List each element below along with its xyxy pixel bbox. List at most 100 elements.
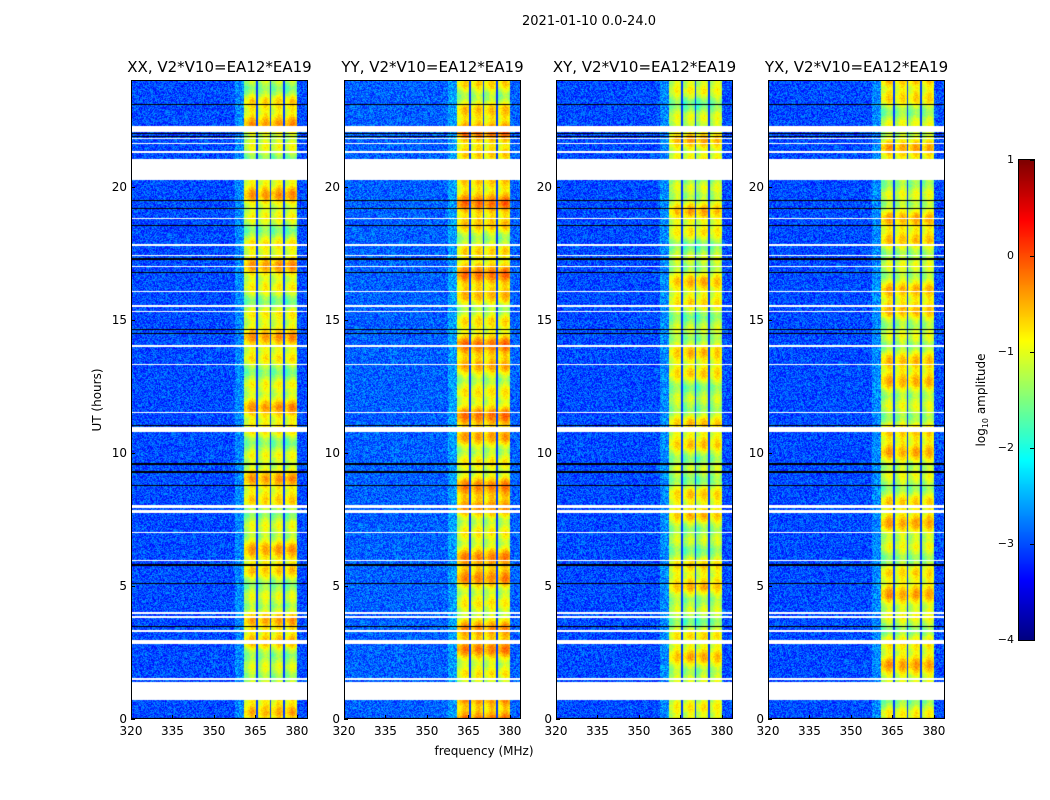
colorbar-tick bbox=[1030, 256, 1034, 257]
x-tick-mark bbox=[426, 715, 428, 719]
x-tick-mark bbox=[768, 715, 769, 719]
x-tick-mark bbox=[468, 715, 470, 719]
y-tick-label: 0 bbox=[119, 712, 127, 726]
x-tick-label: 365 bbox=[669, 724, 692, 738]
x-tick-label: 350 bbox=[202, 724, 226, 738]
x-tick-mark bbox=[556, 715, 557, 719]
y-tick-label: 20 bbox=[748, 179, 764, 194]
y-tick-mark bbox=[344, 585, 348, 587]
colorbar-tick-label: 0 bbox=[1007, 249, 1014, 262]
x-tick-label: 335 bbox=[374, 724, 397, 738]
x-tick-label: 335 bbox=[798, 724, 821, 738]
y-tick-label: 20 bbox=[536, 179, 552, 194]
x-tick-mark bbox=[344, 715, 345, 719]
x-tick-label: 350 bbox=[627, 724, 651, 738]
y-tick-mark bbox=[556, 719, 560, 720]
colorbar-tick bbox=[1030, 640, 1034, 641]
y-tick-mark bbox=[344, 319, 348, 321]
x-axis-label: frequency (MHz) bbox=[434, 744, 534, 758]
x-tick-label: 380 bbox=[285, 724, 309, 738]
colorbar-tick-label: 1 bbox=[1007, 153, 1014, 166]
x-tick-mark bbox=[933, 715, 935, 719]
y-tick-mark bbox=[344, 719, 348, 720]
x-tick-label: 320 bbox=[544, 724, 568, 738]
y-tick-mark bbox=[556, 319, 560, 321]
y-tick-mark bbox=[768, 452, 772, 454]
x-tick-mark bbox=[892, 715, 894, 719]
y-tick-label: 0 bbox=[756, 712, 764, 726]
x-tick-mark bbox=[255, 715, 257, 719]
colorbar bbox=[1019, 160, 1034, 640]
y-tick-mark bbox=[556, 186, 560, 188]
x-tick-label: 320 bbox=[756, 724, 780, 738]
y-tick-label: 5 bbox=[544, 578, 552, 593]
y-tick-mark bbox=[768, 186, 772, 188]
y-tick-label: 15 bbox=[324, 312, 340, 327]
x-tick-label: 335 bbox=[586, 724, 609, 738]
y-tick-label: 5 bbox=[119, 578, 127, 593]
x-tick-label: 380 bbox=[498, 724, 522, 738]
colorbar-tick bbox=[1030, 544, 1034, 545]
colorbar-tick-label: −3 bbox=[997, 537, 1014, 550]
colorbar-tick bbox=[1030, 160, 1034, 161]
x-tick-mark bbox=[385, 715, 387, 719]
x-tick-mark bbox=[680, 715, 682, 719]
y-tick-mark bbox=[556, 452, 560, 454]
y-tick-mark bbox=[131, 452, 135, 454]
colorbar-label: log10 amplitude bbox=[973, 353, 991, 447]
colorbar-tick-label: −4 bbox=[997, 633, 1014, 646]
y-tick-mark bbox=[768, 319, 772, 321]
y-tick-mark bbox=[131, 319, 135, 321]
x-tick-label: 365 bbox=[881, 724, 904, 738]
x-tick-mark bbox=[509, 715, 511, 719]
y-tick-label: 5 bbox=[332, 578, 340, 593]
x-tick-label: 320 bbox=[119, 724, 143, 738]
x-tick-mark bbox=[850, 715, 852, 719]
x-tick-mark bbox=[638, 715, 640, 719]
colorbar-tick-label: −1 bbox=[997, 345, 1014, 358]
y-tick-label: 0 bbox=[332, 712, 340, 726]
y-tick-label: 20 bbox=[111, 179, 127, 194]
y-tick-label: 10 bbox=[111, 445, 127, 460]
y-tick-mark bbox=[344, 186, 348, 188]
x-tick-mark bbox=[597, 715, 599, 719]
x-tick-mark bbox=[809, 715, 811, 719]
y-tick-label: 20 bbox=[324, 179, 340, 194]
y-tick-label: 15 bbox=[536, 312, 552, 327]
x-tick-mark bbox=[172, 715, 174, 719]
figure-title: 2021-01-10 0.0-24.0 bbox=[522, 14, 656, 29]
y-tick-label: 0 bbox=[544, 712, 552, 726]
y-tick-mark bbox=[344, 452, 348, 454]
heatmap-panel-3 bbox=[556, 80, 733, 719]
y-tick-label: 10 bbox=[748, 445, 764, 460]
panel-title-4: YX, V2*V10=EA12*EA19 bbox=[764, 58, 949, 76]
x-tick-label: 350 bbox=[839, 724, 863, 738]
x-tick-label: 335 bbox=[161, 724, 184, 738]
x-tick-mark bbox=[721, 715, 723, 719]
colorbar-tick bbox=[1030, 448, 1034, 449]
y-tick-label: 10 bbox=[324, 445, 340, 460]
y-tick-mark bbox=[768, 585, 772, 587]
x-tick-label: 320 bbox=[332, 724, 356, 738]
y-axis-label: UT (hours) bbox=[90, 368, 104, 432]
x-tick-mark bbox=[213, 715, 215, 719]
x-tick-mark bbox=[296, 715, 298, 719]
x-tick-label: 380 bbox=[922, 724, 946, 738]
y-tick-mark bbox=[131, 186, 135, 188]
panel-title-1: XX, V2*V10=EA12*EA19 bbox=[127, 58, 312, 76]
y-tick-label: 15 bbox=[111, 312, 127, 327]
x-tick-label: 365 bbox=[457, 724, 480, 738]
y-tick-mark bbox=[131, 585, 135, 587]
panel-title-3: XY, V2*V10=EA12*EA19 bbox=[552, 58, 737, 76]
x-tick-label: 350 bbox=[415, 724, 439, 738]
heatmap-panel-1 bbox=[131, 80, 308, 719]
y-tick-label: 15 bbox=[748, 312, 764, 327]
x-tick-label: 380 bbox=[710, 724, 734, 738]
colorbar-tick-label: −2 bbox=[997, 441, 1014, 454]
x-tick-mark bbox=[131, 715, 132, 719]
y-tick-mark bbox=[556, 585, 560, 587]
panel-title-2: YY, V2*V10=EA12*EA19 bbox=[341, 58, 524, 76]
y-tick-mark bbox=[131, 719, 135, 720]
y-tick-mark bbox=[768, 719, 772, 720]
